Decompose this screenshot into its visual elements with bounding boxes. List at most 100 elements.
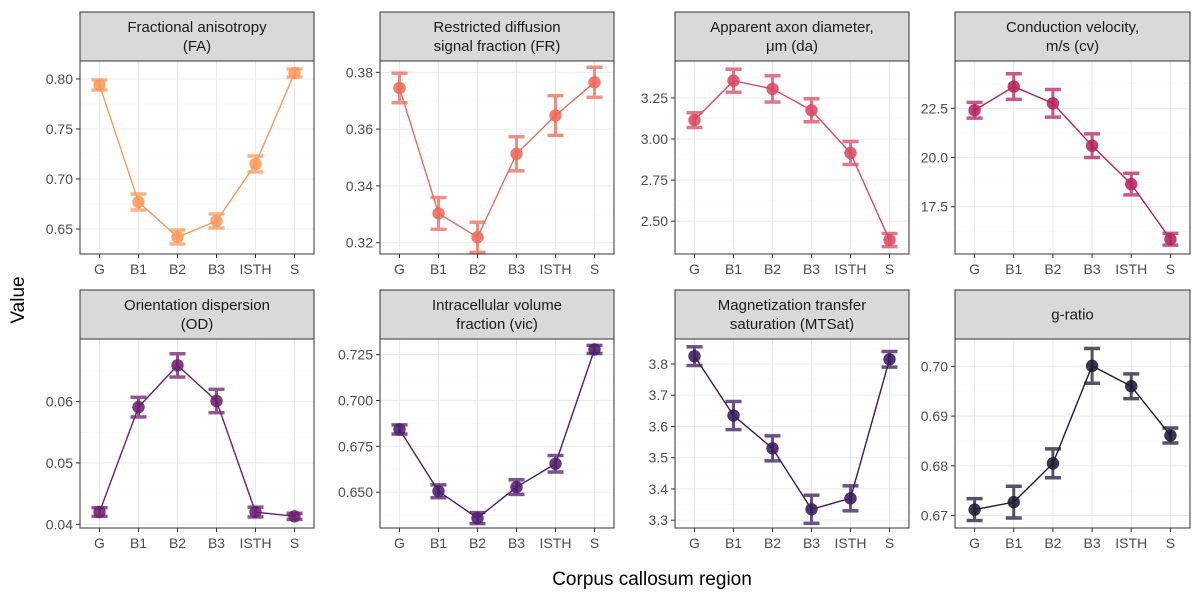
facet-title: signal fraction (FR) [434,38,561,55]
data-point [844,146,857,160]
x-tick-label: B2 [469,261,486,277]
y-tick-label: 0.700 [338,392,373,408]
y-tick-label: 3.25 [641,90,668,106]
facet-title: fraction (vic) [456,316,538,333]
x-tick-label: S [885,535,894,551]
data-point [210,394,223,408]
facet-strip [954,11,1191,62]
y-tick-label: 3.3 [649,512,669,528]
x-tick-label: B3 [508,261,525,277]
data-point [288,510,301,523]
facet-panel-4: Conduction velocity, m/s (cv) 17.5 20.0 22.5… [921,11,1191,277]
facet-title: g-ratio [1051,307,1094,324]
facet-title: Intracellular volume [432,297,562,314]
data-point [1007,80,1020,93]
x-tick-label: B3 [803,261,820,277]
facet-title: μm (da) [766,38,818,55]
x-tick-label: ISTH [540,535,572,551]
facet-strip [379,289,615,340]
x-tick-label: G [689,535,700,551]
data-point [510,147,523,161]
data-point [1085,139,1099,152]
y-tick-label: 0.650 [338,484,373,500]
panel-border [79,338,315,529]
series-line [98,364,295,518]
x-tick-label: B1 [725,535,742,551]
x-tick-label: S [290,261,299,277]
panels-layer: Fractional anisotropy (FA) 0.65 0.70 0.75 0.8… [46,11,1191,551]
data-point [588,76,601,89]
facet-title: Fractional anisotropy [127,19,267,36]
series-line [974,364,1171,511]
y-tick-label: 3.7 [649,387,669,403]
x-tick-label: ISTH [240,535,272,551]
facet-title: saturation (MTSat) [730,316,854,333]
y-tick-label: 2.50 [641,213,668,229]
data-point [766,442,779,455]
plot-background [80,61,314,254]
data-point [549,457,562,470]
x-tick-label: S [1166,535,1175,551]
data-point [688,113,701,127]
x-tick-label: G [94,261,105,277]
y-tick-label: 0.34 [346,178,373,194]
x-tick-label: B2 [169,535,186,551]
x-tick-label: G [394,261,405,277]
series-line [98,72,296,238]
x-tick-label: B3 [803,535,820,551]
x-tick-label: B2 [1044,261,1061,277]
series-line [398,349,596,519]
x-tick-label: G [969,261,980,277]
panel-border [954,338,1191,529]
facet-panel-1: Fractional anisotropy (FA) 0.65 0.70 0.75 0.8… [46,11,315,277]
data-point [1164,233,1177,246]
facet-panel-2: Restricted diffusion signal fraction (FR)… [346,11,615,277]
y-tick-label: 0.75 [46,121,73,137]
y-tick-label: 3.6 [649,418,669,434]
facet-panel-8: g-ratio 0.67 0.68 0.69 0.70 G B1 B2 B3 ISTH S [921,289,1191,551]
data-point [883,353,896,366]
x-tick-label: G [689,261,700,277]
x-tick-label: B1 [130,535,147,551]
data-point [471,231,484,244]
panel-border [674,338,910,529]
facet-strip [79,289,315,340]
data-point [93,78,106,92]
x-tick-label: B2 [469,535,486,551]
data-point [432,207,445,220]
facet-panel-7: Magnetization transfer saturation (MTSat)… [649,289,910,551]
panel-border [379,338,615,529]
x-tick-label: B2 [1044,535,1061,551]
x-tick-label: ISTH [240,261,272,277]
plot-background [380,339,614,528]
plot-background [80,339,314,528]
x-tick-label: B3 [208,535,225,551]
y-tick-label: 3.00 [641,131,668,147]
data-point [249,505,262,519]
data-point [1046,97,1060,110]
x-axis-title: Corpus callosum region [552,569,752,590]
series-line [398,81,595,239]
data-point [93,505,106,519]
y-tick-label: 0.06 [46,394,73,410]
y-tick-label: 0.38 [346,64,373,80]
x-tick-label: B3 [1084,535,1101,551]
data-point [249,157,262,171]
y-tick-label: 0.32 [346,235,373,251]
x-tick-label: S [590,535,599,551]
facet-panel-5: Orientation dispersion (OD) 0.04 0.05 0.06 G B… [46,289,315,551]
plot-background [675,339,909,528]
data-point [393,423,406,436]
x-tick-label: B3 [1084,261,1101,277]
plot-background [675,61,909,254]
data-point [393,81,406,95]
data-point [727,409,740,422]
panel-border [379,60,615,255]
data-point [844,492,857,505]
data-point [1007,495,1020,509]
facet-panel-6: Intracellular volume fraction (vic) 0.650 0… [338,289,615,551]
y-tick-label: 0.675 [338,438,373,454]
x-tick-label: B3 [208,261,225,277]
data-point [968,503,981,516]
